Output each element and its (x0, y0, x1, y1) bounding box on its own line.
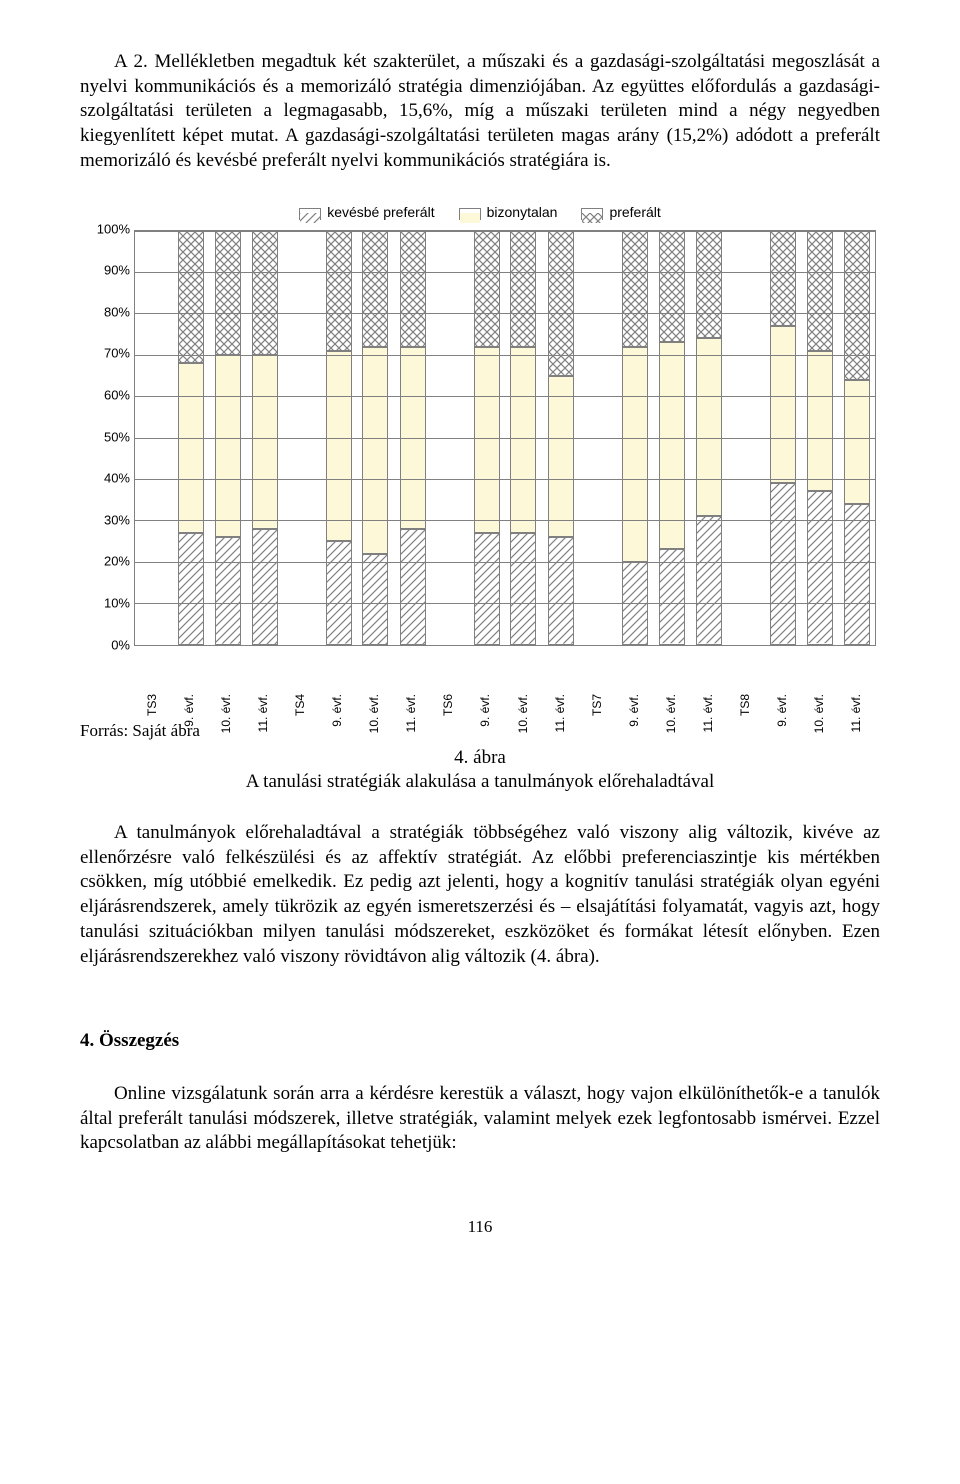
bar-segment (770, 231, 796, 326)
figure-caption: 4. ábra A tanulási stratégiák alakulása … (80, 746, 880, 795)
legend-label: kevésbé preferált (327, 204, 434, 220)
bar-segment (548, 376, 574, 537)
bar-segment (178, 363, 204, 533)
bar-segment (696, 231, 722, 339)
figure-4-chart: kevésbé preferált bizonytalan preferált TS… (80, 203, 880, 709)
y-tick-label: 10% (80, 596, 130, 613)
legend-label: preferált (609, 204, 660, 220)
y-tick-label: 60% (80, 388, 130, 405)
x-tick-label: TS6 (442, 694, 458, 716)
bar-segment (659, 549, 685, 644)
x-tick-label: 11. évf. (256, 694, 272, 732)
legend-item: bizonytalan (459, 204, 558, 220)
bar-segment (474, 533, 500, 645)
x-tick-label: 11. évf. (701, 694, 717, 732)
body-paragraph-1: A 2. Mellékletben megadtuk két szakterül… (80, 50, 880, 173)
bar-segment (252, 529, 278, 645)
paragraph-text: A 2. Mellékletben megadtuk két szakterül… (80, 51, 880, 171)
y-tick-label: 90% (80, 263, 130, 280)
y-tick-label: 100% (80, 221, 130, 238)
y-tick-label: 30% (80, 512, 130, 529)
x-tick-label: TS3 (145, 694, 161, 716)
bar-segment (215, 355, 241, 537)
y-tick-label: 20% (80, 554, 130, 571)
bar-segment (807, 351, 833, 492)
bar-segment (510, 347, 536, 533)
bar-segment (659, 231, 685, 343)
bar-segment (770, 326, 796, 483)
x-tick-label: 10. évf. (664, 694, 680, 733)
bar-segment (362, 231, 388, 347)
x-tick-label: 9. évf. (330, 694, 346, 727)
bar-segment (510, 533, 536, 645)
bar-segment (178, 533, 204, 645)
bar-segment (622, 231, 648, 347)
x-tick-label: 9. évf. (627, 694, 643, 727)
chart-legend: kevésbé preferált bizonytalan preferált (80, 203, 880, 221)
bar-segment (548, 537, 574, 645)
y-tick-label: 50% (80, 429, 130, 446)
chart-area: TS39. évf.10. évf.11. évf.TS49. évf.10. … (80, 230, 880, 710)
figure-number: 4. ábra (454, 747, 506, 768)
legend-label: bizonytalan (487, 204, 558, 220)
figure-title: A tanulási stratégiák alakulása a tanulm… (246, 771, 715, 792)
x-tick-label: 10. évf. (367, 694, 383, 733)
plot-area (134, 230, 876, 646)
bar-segment (252, 355, 278, 529)
bar-segment (548, 231, 574, 376)
bar-segment (400, 231, 426, 347)
paragraph-text: A tanulmányok előrehaladtával a stratégi… (80, 822, 880, 966)
x-tick-label: 10. évf. (219, 694, 235, 733)
y-tick-label: 40% (80, 471, 130, 488)
x-tick-label: 9. évf. (775, 694, 791, 727)
bar-segment (215, 537, 241, 645)
legend-item: kevésbé preferált (299, 204, 434, 220)
y-tick-label: 70% (80, 346, 130, 363)
x-tick-label: 11. évf. (850, 694, 866, 732)
bar-segment (362, 347, 388, 554)
body-paragraph-2: A tanulmányok előrehaladtával a stratégi… (80, 821, 880, 969)
page-number: 116 (80, 1216, 880, 1238)
bar-segment (510, 231, 536, 347)
x-tick-label: TS4 (293, 694, 309, 716)
x-tick-label: 9. évf. (182, 694, 198, 727)
bar-segment (326, 541, 352, 645)
bar-segment (178, 231, 204, 363)
y-tick-label: 0% (80, 637, 130, 654)
bar-segment (807, 231, 833, 351)
y-tick-label: 80% (80, 304, 130, 321)
x-tick-label: 10. évf. (516, 694, 532, 733)
bar-segment (474, 231, 500, 347)
body-paragraph-3: Online vizsgálatunk során arra a kérdésr… (80, 1082, 880, 1156)
bar-segment (622, 347, 648, 562)
bar-segment (252, 231, 278, 355)
bar-segment (696, 338, 722, 516)
paragraph-text: Online vizsgálatunk során arra a kérdésr… (80, 1083, 880, 1153)
bar-segment (326, 351, 352, 541)
legend-item: preferált (581, 204, 660, 220)
x-tick-label: 11. évf. (404, 694, 420, 732)
x-tick-label: 9. évf. (479, 694, 495, 727)
bar-segment (659, 342, 685, 549)
bar-segment (362, 554, 388, 645)
x-tick-label: TS7 (590, 694, 606, 716)
bar-segment (844, 504, 870, 645)
bar-segment (400, 529, 426, 645)
bar-segment (844, 231, 870, 380)
section-heading: 4. Összegzés (80, 1029, 880, 1054)
x-tick-label: 11. évf. (553, 694, 569, 732)
x-tick-label: TS8 (738, 694, 754, 716)
x-axis-labels: TS39. évf.10. évf.11. évf.TS49. évf.10. … (134, 650, 876, 710)
bar-segment (807, 491, 833, 644)
bar-segment (474, 347, 500, 533)
x-tick-label: 10. évf. (813, 694, 829, 733)
bar-segment (844, 380, 870, 504)
bar-segment (696, 516, 722, 644)
bar-segment (215, 231, 241, 355)
bar-segment (326, 231, 352, 351)
bar-segment (770, 483, 796, 644)
